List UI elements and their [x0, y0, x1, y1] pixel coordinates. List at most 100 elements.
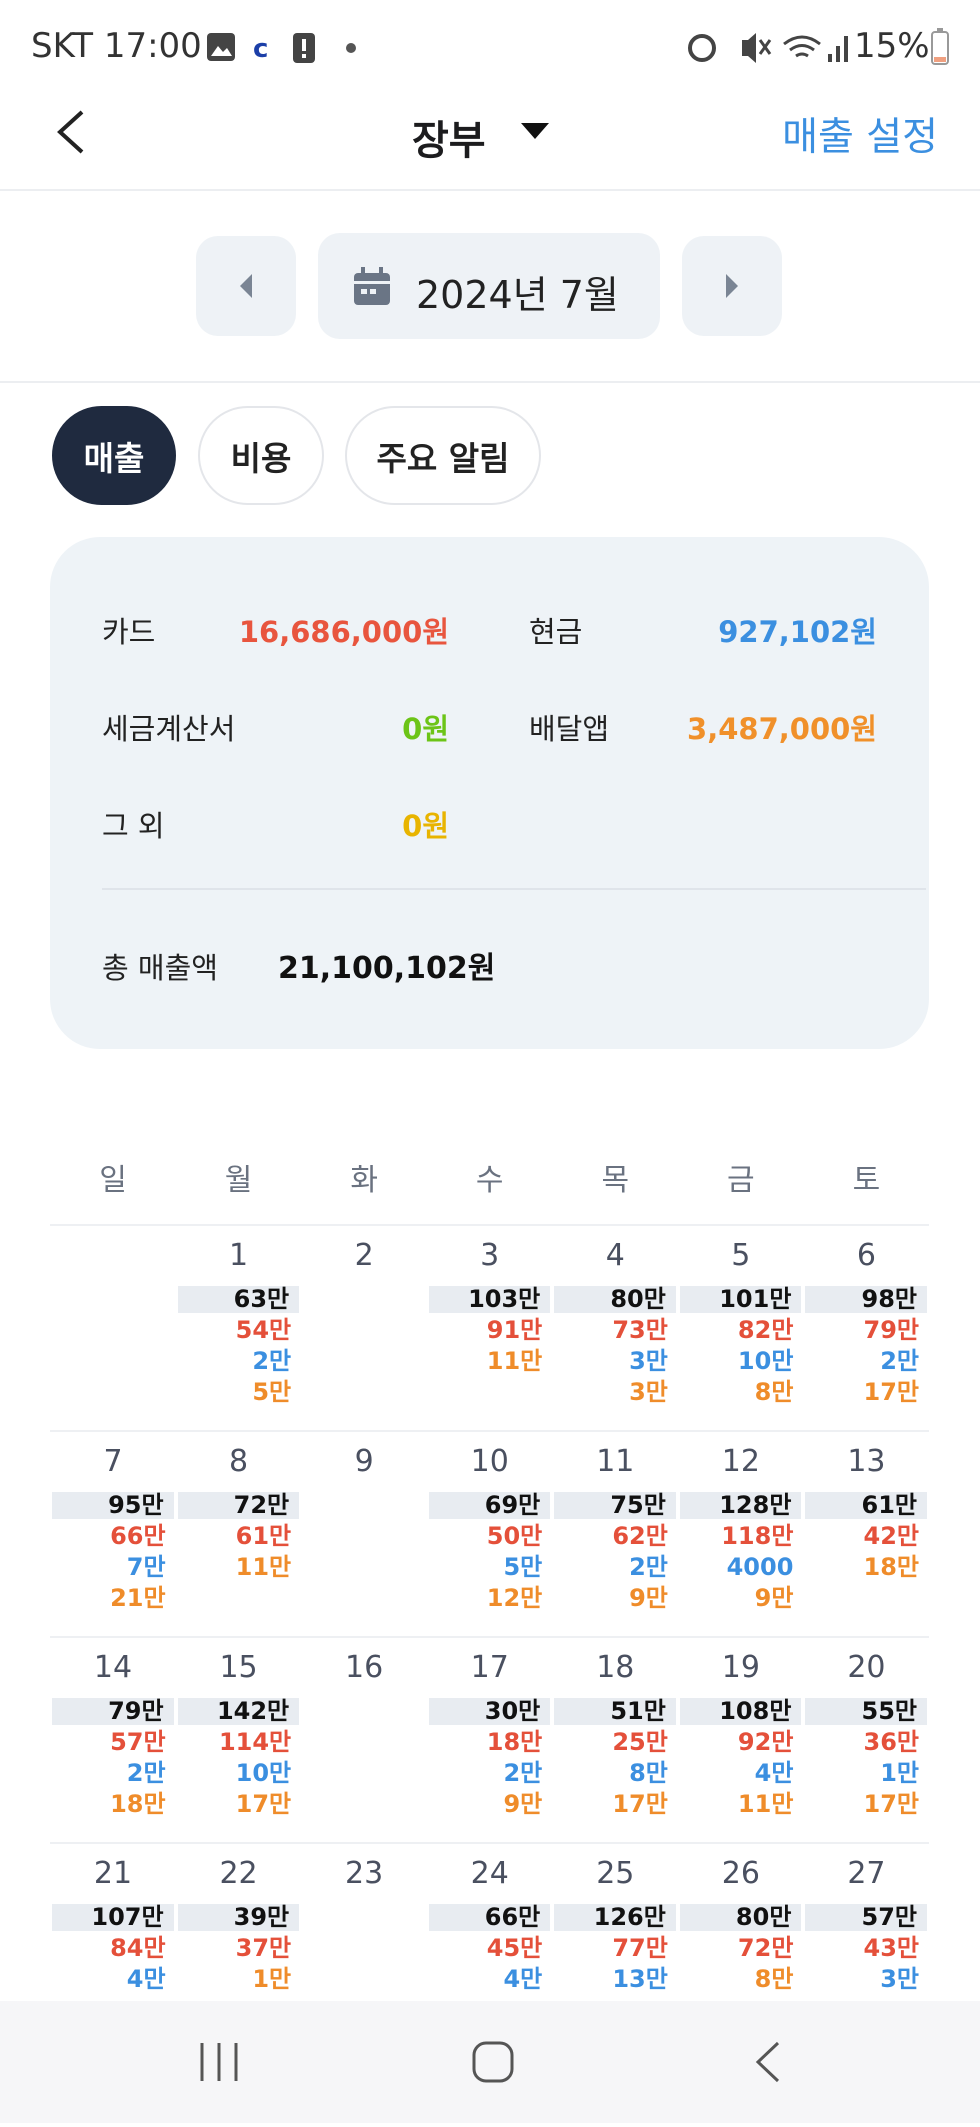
day-number[interactable]: 18: [596, 1650, 635, 1685]
daily-total[interactable]: 107만: [52, 1904, 174, 1931]
daily-total[interactable]: 51만: [554, 1698, 676, 1725]
daily-breakdown: 2만: [880, 1347, 919, 1375]
daily-breakdown: 18만: [486, 1728, 543, 1756]
recent-apps-button[interactable]: [200, 2043, 238, 2081]
back-button[interactable]: [52, 108, 92, 156]
daily-total[interactable]: 66만: [428, 1904, 551, 1931]
daily-breakdown: 2만: [126, 1759, 166, 1787]
daily-breakdown: 11만: [235, 1553, 292, 1581]
daily-breakdown: 9만: [503, 1790, 543, 1818]
daily-total[interactable]: 39만: [177, 1904, 300, 1931]
day-number[interactable]: 17: [470, 1650, 509, 1685]
tab[interactable]: 주요 알림: [345, 406, 541, 505]
daily-total[interactable]: 63만: [177, 1286, 300, 1313]
day-number[interactable]: 9: [354, 1444, 374, 1479]
daily-total[interactable]: 69만: [428, 1492, 551, 1519]
tab[interactable]: 매출: [52, 406, 176, 505]
daily-breakdown: 10만: [737, 1347, 794, 1375]
daily-total[interactable]: 80만: [554, 1286, 676, 1313]
daily-breakdown: 25만: [612, 1728, 668, 1756]
prev-month-button[interactable]: [196, 236, 296, 336]
day-number[interactable]: 24: [470, 1856, 509, 1891]
day-number[interactable]: 10: [470, 1444, 509, 1479]
daily-total[interactable]: 126만: [554, 1904, 676, 1931]
weekday-label: 금: [727, 1163, 755, 1198]
summary-value: 0원: [402, 712, 449, 746]
daily-breakdown: 62만: [612, 1522, 668, 1550]
day-number[interactable]: 14: [93, 1650, 133, 1685]
home-button[interactable]: [472, 2041, 514, 2083]
day-number[interactable]: 22: [219, 1856, 258, 1891]
daily-total[interactable]: 108만: [679, 1698, 802, 1725]
day-number[interactable]: 6: [856, 1238, 876, 1273]
day-number[interactable]: 8: [229, 1444, 249, 1479]
daily-total[interactable]: 55만: [805, 1698, 927, 1725]
day-number[interactable]: 21: [93, 1856, 133, 1891]
day-number[interactable]: 27: [847, 1856, 886, 1891]
day-number[interactable]: 25: [596, 1856, 635, 1891]
weekday-label: 월: [224, 1163, 253, 1198]
daily-total[interactable]: 142만: [177, 1698, 300, 1725]
daily-breakdown: 1만: [252, 1965, 292, 1993]
day-number[interactable]: 16: [345, 1650, 384, 1685]
daily-breakdown: 57만: [110, 1728, 166, 1756]
daily-breakdown: 82만: [737, 1316, 794, 1344]
month-picker[interactable]: 2024년 7월: [318, 233, 660, 339]
day-number[interactable]: 19: [721, 1650, 760, 1685]
summary-value: 927,102원: [718, 615, 877, 649]
system-nav-bar: [0, 2001, 980, 2123]
daily-breakdown: 43만: [863, 1934, 919, 1962]
daily-total[interactable]: 72만: [177, 1492, 300, 1519]
day-number[interactable]: 26: [721, 1856, 760, 1891]
day-number[interactable]: 11: [596, 1444, 635, 1479]
page-title[interactable]: 장부: [412, 118, 486, 164]
day-number[interactable]: 12: [721, 1444, 760, 1479]
daily-total[interactable]: 101만: [679, 1286, 802, 1313]
day-number[interactable]: 1: [229, 1238, 249, 1273]
daily-breakdown: 17만: [235, 1790, 292, 1818]
daily-total[interactable]: 95만: [52, 1492, 174, 1519]
daily-breakdown: 77만: [612, 1934, 668, 1962]
title-dropdown-icon[interactable]: [519, 121, 551, 141]
divider: [0, 381, 980, 383]
sales-settings-button[interactable]: 매출 설정: [782, 115, 938, 160]
daily-total[interactable]: 79만: [52, 1698, 174, 1725]
daily-breakdown: 45만: [486, 1934, 543, 1962]
daily-breakdown: 114만: [218, 1728, 292, 1756]
day-number[interactable]: 3: [480, 1238, 500, 1273]
week-divider: [50, 1430, 929, 1432]
daily-breakdown: 8만: [754, 1378, 794, 1406]
daily-total[interactable]: 128만: [679, 1492, 802, 1519]
status-icons: c: [207, 33, 356, 64]
day-number[interactable]: 15: [219, 1650, 258, 1685]
day-number[interactable]: 2: [354, 1238, 374, 1273]
day-number[interactable]: 7: [103, 1444, 123, 1479]
system-icons: [688, 33, 848, 63]
daily-breakdown: 5만: [503, 1553, 543, 1581]
back-nav-button[interactable]: [755, 2041, 780, 2083]
day-number[interactable]: 13: [847, 1444, 886, 1479]
day-number[interactable]: 20: [847, 1650, 886, 1685]
daily-breakdown: 50만: [486, 1522, 543, 1550]
summary-value: 0원: [402, 809, 449, 843]
next-month-button[interactable]: [682, 236, 782, 336]
daily-breakdown: 18만: [863, 1553, 919, 1581]
daily-total[interactable]: 75만: [554, 1492, 676, 1519]
daily-breakdown: 4만: [503, 1965, 543, 1993]
tab[interactable]: 비용: [198, 406, 324, 505]
day-number[interactable]: 5: [731, 1238, 751, 1273]
day-number[interactable]: 4: [605, 1238, 625, 1273]
daily-breakdown: 118만: [721, 1522, 794, 1550]
daily-total[interactable]: 98만: [805, 1286, 927, 1313]
daily-breakdown: 91만: [486, 1316, 543, 1344]
daily-breakdown: 10만: [235, 1759, 292, 1787]
daily-breakdown: 17만: [863, 1790, 919, 1818]
daily-breakdown: 17만: [612, 1790, 668, 1818]
daily-total[interactable]: 57만: [805, 1904, 927, 1931]
daily-total[interactable]: 80만: [679, 1904, 802, 1931]
daily-total[interactable]: 61만: [805, 1492, 927, 1519]
day-number[interactable]: 23: [345, 1856, 384, 1891]
weekday-label: 수: [475, 1163, 504, 1198]
daily-total[interactable]: 30만: [428, 1698, 551, 1725]
daily-total[interactable]: 103만: [428, 1286, 551, 1313]
